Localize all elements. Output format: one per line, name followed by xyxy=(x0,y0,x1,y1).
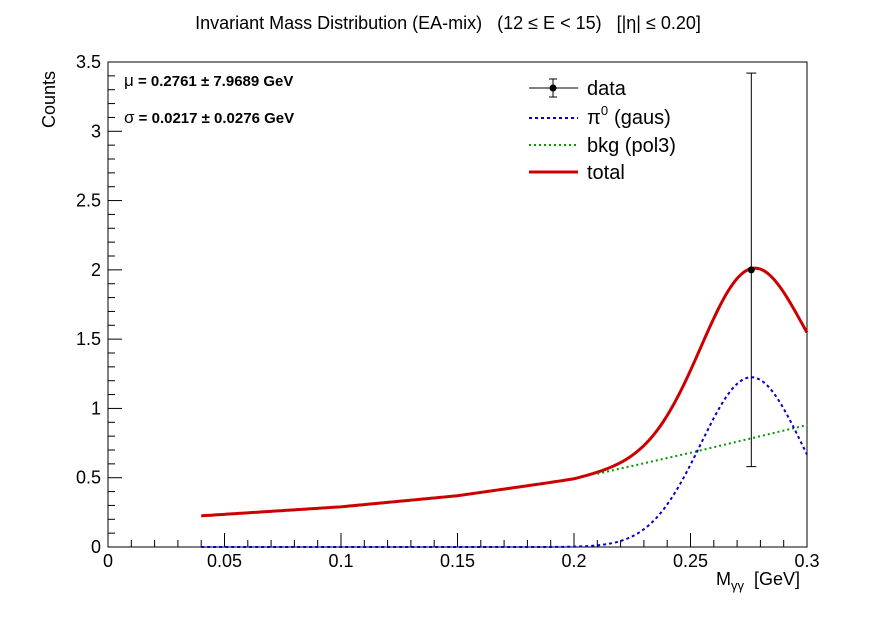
y-tick-label: 2 xyxy=(91,260,101,280)
stat-mu-symbol: μ xyxy=(124,71,134,90)
data-point-marker xyxy=(747,266,755,274)
series-gaus-line xyxy=(201,376,808,548)
stat-sigma: σ = 0.0217 ± 0.0276 GeV xyxy=(124,108,294,127)
x-axis-label: Mγγ [GeV] xyxy=(716,569,800,593)
legend-gaus-name: (gaus) xyxy=(614,107,671,129)
stat-mu: μ = 0.2761 ± 7.9689 GeV xyxy=(124,71,293,90)
y-tick-label: 3.5 xyxy=(76,52,101,72)
x-tick-label: 0.2 xyxy=(561,551,586,571)
legend-entry-data: data xyxy=(529,78,627,100)
legend-data-marker xyxy=(549,84,557,92)
x-axis-label-unit: [GeV] xyxy=(754,569,800,589)
x-axis-label-main: M xyxy=(716,569,731,589)
legend-entry-total: total xyxy=(529,162,625,184)
stat-mu-value: = 0.2761 ± 7.9689 GeV xyxy=(138,73,293,90)
legend-gaus-superscript: 0 xyxy=(601,103,608,118)
x-axis-label-subscript: γγ xyxy=(731,578,745,593)
y-tick-label: 3 xyxy=(91,121,101,141)
x-tick-labels: 0 0.05 0.1 0.15 0.2 0.25 0.3 xyxy=(103,551,820,571)
legend-entry-bkg: bkg (pol3) xyxy=(529,135,676,157)
x-tick-label: 0 xyxy=(103,551,113,571)
y-tick-label: 0.5 xyxy=(76,468,101,488)
x-tick-label: 0.25 xyxy=(673,551,708,571)
y-axis-label: Counts xyxy=(39,71,59,128)
legend-gaus-symbol: π xyxy=(587,107,601,129)
series-bkg-line xyxy=(597,424,808,475)
y-tick-label: 1 xyxy=(91,398,101,418)
y-tick-label: 2.5 xyxy=(76,191,101,211)
legend-gaus-label: π0 (gaus) xyxy=(587,103,671,129)
axis-ticks xyxy=(107,61,808,548)
legend-data-label: data xyxy=(587,78,627,100)
legend-entry-gaus: π0 (gaus) xyxy=(529,103,671,129)
y-tick-label: 1.5 xyxy=(76,329,101,349)
y-tick-labels: 0 0.5 1 1.5 2 2.5 3 3.5 xyxy=(76,52,101,557)
legend-total-label: total xyxy=(587,162,625,184)
stat-sigma-value: = 0.0217 ± 0.0276 GeV xyxy=(139,110,294,127)
stat-sigma-symbol: σ xyxy=(124,108,135,127)
x-tick-label: 0.15 xyxy=(440,551,475,571)
legend: data π0 (gaus) bkg (pol3) total xyxy=(529,78,676,184)
y-tick-label: 0 xyxy=(91,537,101,557)
x-tick-label: 0.3 xyxy=(794,551,819,571)
legend-bkg-label: bkg (pol3) xyxy=(587,135,676,157)
chart-title: Invariant Mass Distribution (EA-mix) (12… xyxy=(195,13,701,33)
series-total-line xyxy=(201,266,809,518)
x-tick-label: 0.1 xyxy=(328,551,353,571)
plot-frame xyxy=(107,61,808,548)
x-tick-label: 0.05 xyxy=(207,551,242,571)
